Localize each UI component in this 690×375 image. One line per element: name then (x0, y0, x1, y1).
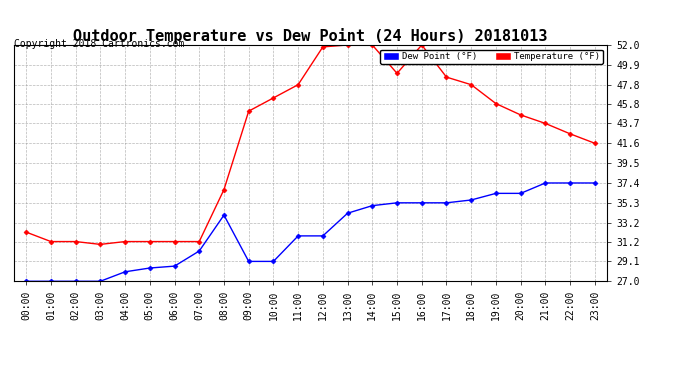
Legend: Dew Point (°F), Temperature (°F): Dew Point (°F), Temperature (°F) (380, 50, 602, 64)
Text: Copyright 2018 Cartronics.com: Copyright 2018 Cartronics.com (14, 39, 184, 50)
Title: Outdoor Temperature vs Dew Point (24 Hours) 20181013: Outdoor Temperature vs Dew Point (24 Hou… (73, 28, 548, 44)
